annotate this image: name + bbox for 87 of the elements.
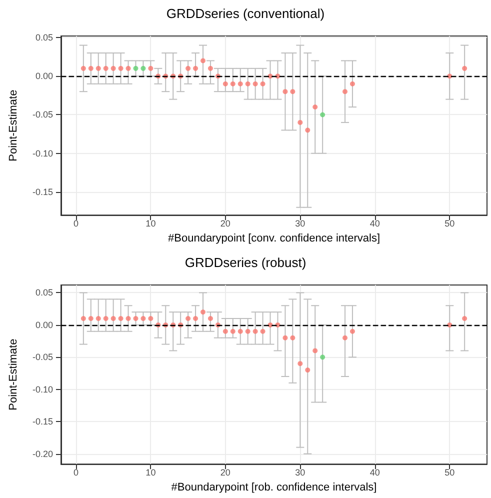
x-tick-label: 20 <box>220 218 230 229</box>
point <box>186 316 191 321</box>
point <box>148 66 154 71</box>
point <box>88 316 94 321</box>
point <box>200 310 206 315</box>
x-tick-label: 30 <box>295 468 306 478</box>
point <box>140 66 146 71</box>
point <box>96 66 101 71</box>
point <box>342 89 348 94</box>
y-tick-label: 0.05 <box>35 288 53 298</box>
point <box>282 335 288 340</box>
point <box>208 66 213 71</box>
y-tick-label: -0.15 <box>32 186 53 197</box>
point <box>208 316 213 321</box>
point <box>290 89 296 94</box>
x-tick-label: 10 <box>146 218 156 229</box>
point <box>462 66 468 71</box>
point <box>238 81 243 86</box>
point <box>252 81 258 86</box>
y-axis-title: Point-Estimate <box>8 90 20 162</box>
y-tick-label: -0.15 <box>32 416 53 427</box>
y-tick-label: 0.00 <box>35 320 53 330</box>
x-tick-label: 40 <box>370 218 380 229</box>
x-tick-label: 0 <box>73 218 78 229</box>
point <box>245 328 250 334</box>
point <box>96 316 101 321</box>
point <box>282 89 288 94</box>
chart-title: GRDDseries (conventional) <box>166 6 325 21</box>
y-tick-label: 0.05 <box>35 32 53 43</box>
point <box>193 316 198 321</box>
point <box>88 66 94 71</box>
point <box>298 120 303 125</box>
point <box>245 81 250 86</box>
x-tick-label: 20 <box>220 468 230 478</box>
point <box>238 328 243 334</box>
point <box>342 335 348 340</box>
y-tick-label: -0.10 <box>32 148 53 158</box>
x-axis-title: #Boundarypoint [conv. confidence intervals] <box>168 232 380 244</box>
point <box>110 316 116 321</box>
point <box>312 348 318 354</box>
point <box>260 328 266 334</box>
point <box>462 316 468 321</box>
point <box>222 328 228 334</box>
y-tick-label: -0.10 <box>32 384 53 394</box>
x-tick-label: 40 <box>370 468 380 478</box>
point <box>320 112 326 118</box>
point <box>320 354 326 360</box>
point <box>126 66 131 71</box>
point <box>260 81 266 86</box>
point <box>148 316 154 321</box>
point <box>230 328 236 334</box>
x-tick-label: 10 <box>146 468 156 478</box>
x-tick-label: 30 <box>295 218 306 229</box>
point <box>103 66 108 71</box>
y-tick-label: -0.20 <box>32 448 53 459</box>
point <box>80 316 86 321</box>
point <box>222 81 228 86</box>
y-tick-label: 0.00 <box>35 71 53 82</box>
point <box>350 81 355 86</box>
x-tick-label: 0 <box>73 468 78 478</box>
point <box>312 104 318 110</box>
point <box>305 128 310 133</box>
point <box>350 328 355 334</box>
point <box>252 328 258 334</box>
point <box>133 66 138 71</box>
point <box>186 66 191 71</box>
point <box>118 316 124 321</box>
point <box>305 368 310 373</box>
point <box>110 66 116 71</box>
point <box>126 316 131 321</box>
point <box>290 335 296 340</box>
point <box>140 316 146 321</box>
y-tick-label: -0.05 <box>32 110 53 120</box>
point <box>230 81 236 86</box>
point <box>133 316 138 321</box>
x-axis-title: #Boundarypoint [rob. confidence intervals] <box>171 482 377 494</box>
point <box>298 361 303 366</box>
x-tick-label: 50 <box>444 468 455 478</box>
point <box>193 66 198 71</box>
y-tick-label: -0.05 <box>32 352 53 362</box>
x-tick-label: 50 <box>444 218 455 229</box>
point <box>103 316 108 321</box>
y-axis-title: Point-Estimate <box>8 338 20 410</box>
point <box>118 66 124 71</box>
chart-title: GRDDseries (robust) <box>184 255 306 270</box>
point <box>80 66 86 71</box>
point <box>200 58 206 64</box>
